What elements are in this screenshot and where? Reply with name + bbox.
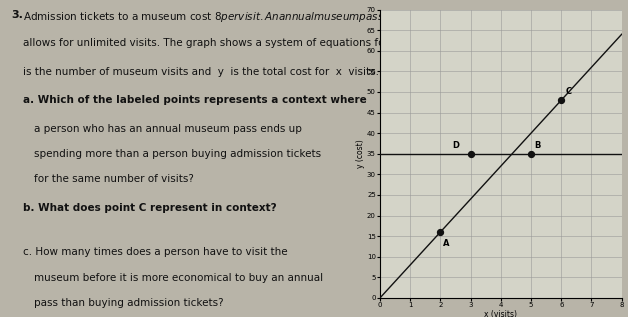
X-axis label: x (visits): x (visits) [484, 309, 517, 317]
Text: D: D [452, 140, 460, 150]
Point [526, 151, 536, 156]
Text: 3.: 3. [11, 10, 23, 20]
Text: museum before it is more economical to buy an annual: museum before it is more economical to b… [34, 273, 323, 283]
Text: Admission tickets to a museum cost $8 per visit.  An annual museum pass costs $3: Admission tickets to a museum cost $8 pe… [23, 10, 446, 23]
Text: is the number of museum visits and  y  is the total cost for  x  visits.: is the number of museum visits and y is … [23, 67, 379, 77]
Text: for the same number of visits?: for the same number of visits? [34, 174, 194, 184]
Text: A: A [443, 239, 449, 249]
Text: b. What does point C represent in context?: b. What does point C represent in contex… [23, 203, 276, 213]
Text: spending more than a person buying admission tickets: spending more than a person buying admis… [34, 149, 321, 159]
Text: a. Which of the labeled points represents a context where: a. Which of the labeled points represent… [23, 95, 366, 105]
Point [435, 230, 445, 235]
Point [465, 151, 475, 156]
Text: allows for unlimited visits. The graph shows a system of equations for this scen: allows for unlimited visits. The graph s… [23, 38, 507, 48]
Point [556, 98, 566, 103]
Text: c. How many times does a person have to visit the: c. How many times does a person have to … [23, 247, 287, 257]
Text: B: B [534, 140, 541, 150]
Y-axis label: y (cost): y (cost) [356, 139, 365, 168]
Text: a person who has an annual museum pass ends up: a person who has an annual museum pass e… [34, 124, 302, 134]
Text: C: C [566, 87, 572, 96]
Text: pass than buying admission tickets?: pass than buying admission tickets? [34, 298, 224, 308]
